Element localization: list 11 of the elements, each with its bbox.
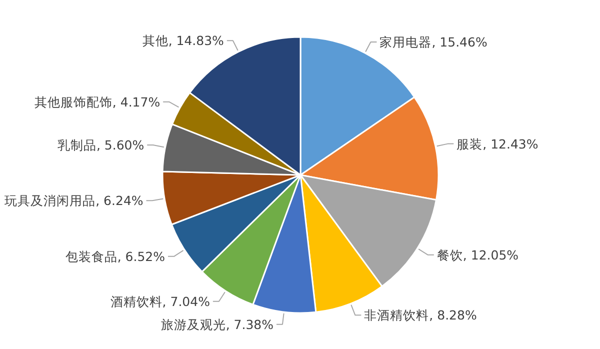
slice-label: 非酒精饮料, 8.28% bbox=[364, 308, 477, 323]
slice-label: 包装食品, 6.52% bbox=[65, 248, 166, 264]
slice-label: 其他服饰配饰, 4.17% bbox=[34, 94, 160, 110]
slice-label: 其他, 14.83% bbox=[142, 33, 224, 48]
slice-label: 酒精饮料, 7.04% bbox=[110, 294, 210, 309]
slice-label: 家用电器, 15.46% bbox=[380, 34, 488, 50]
slice-label: 旅游及观光, 7.38% bbox=[160, 316, 274, 332]
slice-label: 玩具及消闲用品, 6.24% bbox=[4, 193, 144, 208]
slice-label: 餐饮, 12.05% bbox=[436, 247, 519, 262]
slice-label: 乳制品, 5.60% bbox=[57, 137, 144, 152]
slice-label: 服装, 12.43% bbox=[456, 136, 538, 152]
